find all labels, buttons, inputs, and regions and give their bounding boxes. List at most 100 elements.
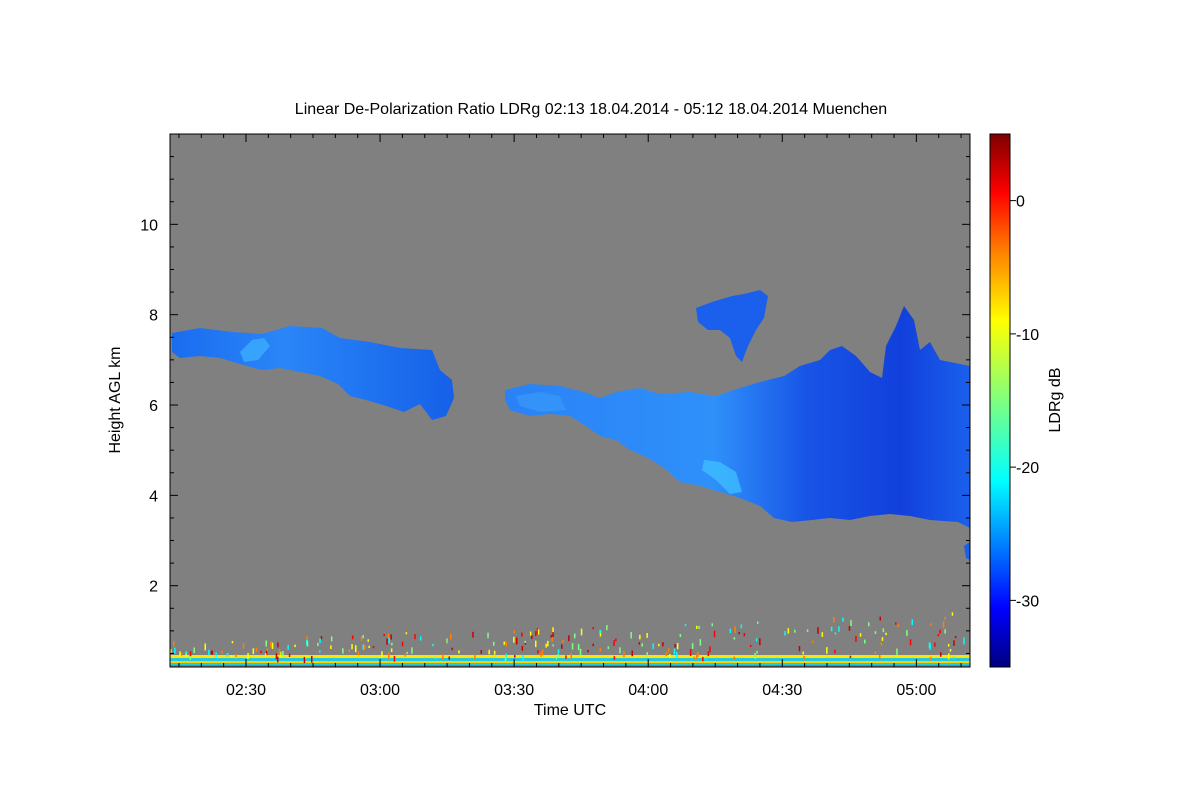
noise-speckle bbox=[173, 641, 175, 647]
noise-speckle bbox=[855, 635, 857, 642]
noise-speckle bbox=[691, 643, 694, 649]
noise-speckle bbox=[450, 633, 452, 640]
noise-speckle bbox=[895, 622, 897, 625]
upper-cloud-highlight bbox=[240, 338, 270, 362]
noise-speckle bbox=[909, 639, 912, 646]
noise-speckle bbox=[874, 651, 877, 654]
noise-speckle bbox=[306, 640, 309, 647]
noise-speckle bbox=[953, 640, 955, 646]
noise-speckle bbox=[537, 650, 539, 654]
noise-speckle bbox=[565, 655, 567, 659]
noise-speckle bbox=[521, 646, 524, 651]
noise-speckle bbox=[552, 632, 554, 637]
noise-speckle bbox=[185, 651, 187, 657]
noise-speckle bbox=[351, 644, 353, 650]
noise-speckle bbox=[944, 629, 946, 634]
noise-speckle bbox=[951, 612, 954, 616]
noise-speckle bbox=[383, 634, 385, 636]
noise-speckle bbox=[432, 643, 434, 647]
y-axis-ticks: 2 4 6 8 10 bbox=[140, 133, 970, 654]
noise-speckle bbox=[357, 651, 360, 656]
noise-speckle bbox=[393, 655, 396, 662]
noise-speckle bbox=[911, 619, 913, 625]
noise-speckle bbox=[264, 653, 267, 657]
noise-speckle bbox=[488, 649, 490, 655]
x-tick-label: 05:00 bbox=[896, 682, 936, 699]
noise-speckle bbox=[821, 632, 824, 637]
colorbar-ticks: 0 -10 -20 -30 bbox=[1010, 194, 1039, 610]
noise-speckle bbox=[571, 643, 574, 650]
noise-speckle bbox=[419, 636, 422, 641]
surface-layer bbox=[170, 612, 970, 665]
noise-speckle bbox=[697, 651, 699, 657]
noise-speckle bbox=[803, 656, 805, 661]
noise-speckle bbox=[662, 642, 664, 647]
noise-speckle bbox=[646, 633, 648, 638]
noise-speckle bbox=[784, 631, 786, 636]
noise-speckle bbox=[252, 648, 255, 655]
noise-speckle bbox=[522, 654, 524, 662]
noise-speckle bbox=[711, 623, 713, 627]
noise-speckle bbox=[280, 651, 282, 658]
noise-speckle bbox=[665, 652, 668, 655]
noise-speckle bbox=[391, 642, 393, 646]
noise-speckle bbox=[757, 621, 759, 624]
y-axis-label: Height AGL km bbox=[107, 346, 124, 453]
noise-speckle bbox=[235, 654, 237, 657]
noise-speckle bbox=[579, 648, 582, 656]
noise-speckle bbox=[679, 634, 682, 637]
noise-speckle bbox=[906, 630, 908, 636]
noise-speckle bbox=[551, 637, 553, 642]
noise-speckle bbox=[756, 650, 758, 654]
noise-speckle bbox=[562, 639, 564, 643]
noise-speckle bbox=[833, 616, 835, 623]
noise-speckle bbox=[231, 640, 234, 644]
colorbar-tick-label: -20 bbox=[1016, 460, 1039, 477]
noise-speckle bbox=[540, 652, 542, 657]
noise-speckle bbox=[729, 628, 732, 634]
noise-speckle bbox=[592, 627, 594, 630]
noise-speckle bbox=[689, 649, 692, 656]
noise-speckle bbox=[406, 651, 408, 654]
noise-speckle bbox=[599, 629, 601, 634]
plot-area: 02:30 03:00 03:30 04:00 04:30 05:00 2 4 6 8 10 bbox=[140, 133, 971, 699]
noise-speckle bbox=[830, 626, 833, 632]
noise-speckle bbox=[536, 628, 539, 635]
noise-speckle bbox=[709, 646, 711, 653]
noise-speckle bbox=[278, 649, 281, 656]
noise-speckle bbox=[948, 653, 950, 660]
surface-noise-speckles bbox=[170, 612, 965, 664]
noise-speckle bbox=[513, 630, 516, 634]
noise-speckle bbox=[613, 656, 616, 660]
noise-speckle bbox=[942, 621, 945, 628]
noise-speckle bbox=[348, 649, 351, 653]
noise-speckle bbox=[351, 635, 354, 640]
noise-speckle bbox=[189, 654, 191, 660]
noise-speckle bbox=[265, 640, 267, 647]
cloud-field bbox=[172, 290, 970, 560]
noise-speckle bbox=[557, 653, 559, 659]
noise-speckle bbox=[707, 651, 710, 657]
noise-speckle bbox=[817, 627, 819, 634]
noise-speckle bbox=[733, 656, 736, 660]
noise-speckle bbox=[319, 650, 321, 653]
noise-speckle bbox=[381, 651, 383, 657]
y-tick-label: 2 bbox=[149, 579, 158, 596]
noise-speckle bbox=[848, 625, 851, 631]
noise-speckle bbox=[759, 638, 761, 646]
noise-speckle bbox=[754, 652, 756, 659]
noise-speckle bbox=[568, 635, 570, 642]
noise-speckle bbox=[885, 632, 887, 636]
noise-speckle bbox=[928, 642, 931, 648]
noise-speckle bbox=[570, 652, 572, 660]
colorbar-gradient bbox=[989, 133, 1011, 668]
noise-speckle bbox=[864, 639, 866, 644]
noise-speckle bbox=[535, 631, 537, 636]
noise-speckle bbox=[524, 642, 527, 645]
y-tick-label: 10 bbox=[140, 217, 158, 234]
noise-speckle bbox=[204, 643, 206, 651]
noise-speckle bbox=[631, 650, 633, 657]
noise-speckle bbox=[170, 649, 172, 654]
noise-speckle bbox=[606, 625, 608, 631]
